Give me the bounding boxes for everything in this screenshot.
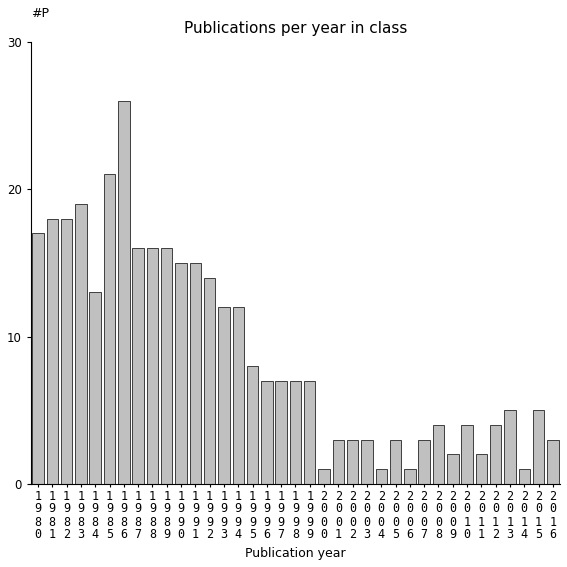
Bar — [404, 469, 416, 484]
Bar — [447, 455, 459, 484]
Bar — [519, 469, 530, 484]
Bar — [347, 440, 358, 484]
Bar — [218, 307, 230, 484]
Bar — [390, 440, 401, 484]
Bar — [147, 248, 158, 484]
Bar — [46, 219, 58, 484]
Bar — [161, 248, 172, 484]
Bar — [476, 455, 487, 484]
Bar — [490, 425, 501, 484]
Bar — [318, 469, 330, 484]
Bar — [118, 101, 129, 484]
Bar — [133, 248, 144, 484]
Bar — [61, 219, 73, 484]
Bar — [533, 411, 544, 484]
Bar — [333, 440, 344, 484]
Bar — [32, 234, 44, 484]
Bar — [504, 411, 516, 484]
Bar — [462, 425, 473, 484]
Bar — [276, 381, 287, 484]
Bar — [418, 440, 430, 484]
Bar — [90, 293, 101, 484]
X-axis label: Publication year: Publication year — [245, 547, 346, 560]
Bar — [232, 307, 244, 484]
Bar — [433, 425, 444, 484]
Bar — [75, 204, 87, 484]
Bar — [304, 381, 315, 484]
Bar — [375, 469, 387, 484]
Bar — [361, 440, 373, 484]
Bar — [175, 263, 187, 484]
Bar — [204, 278, 215, 484]
Title: Publications per year in class: Publications per year in class — [184, 22, 407, 36]
Bar — [290, 381, 301, 484]
Bar — [261, 381, 273, 484]
Bar — [547, 440, 558, 484]
Text: #P: #P — [31, 7, 49, 20]
Bar — [189, 263, 201, 484]
Bar — [104, 175, 115, 484]
Bar — [247, 366, 258, 484]
